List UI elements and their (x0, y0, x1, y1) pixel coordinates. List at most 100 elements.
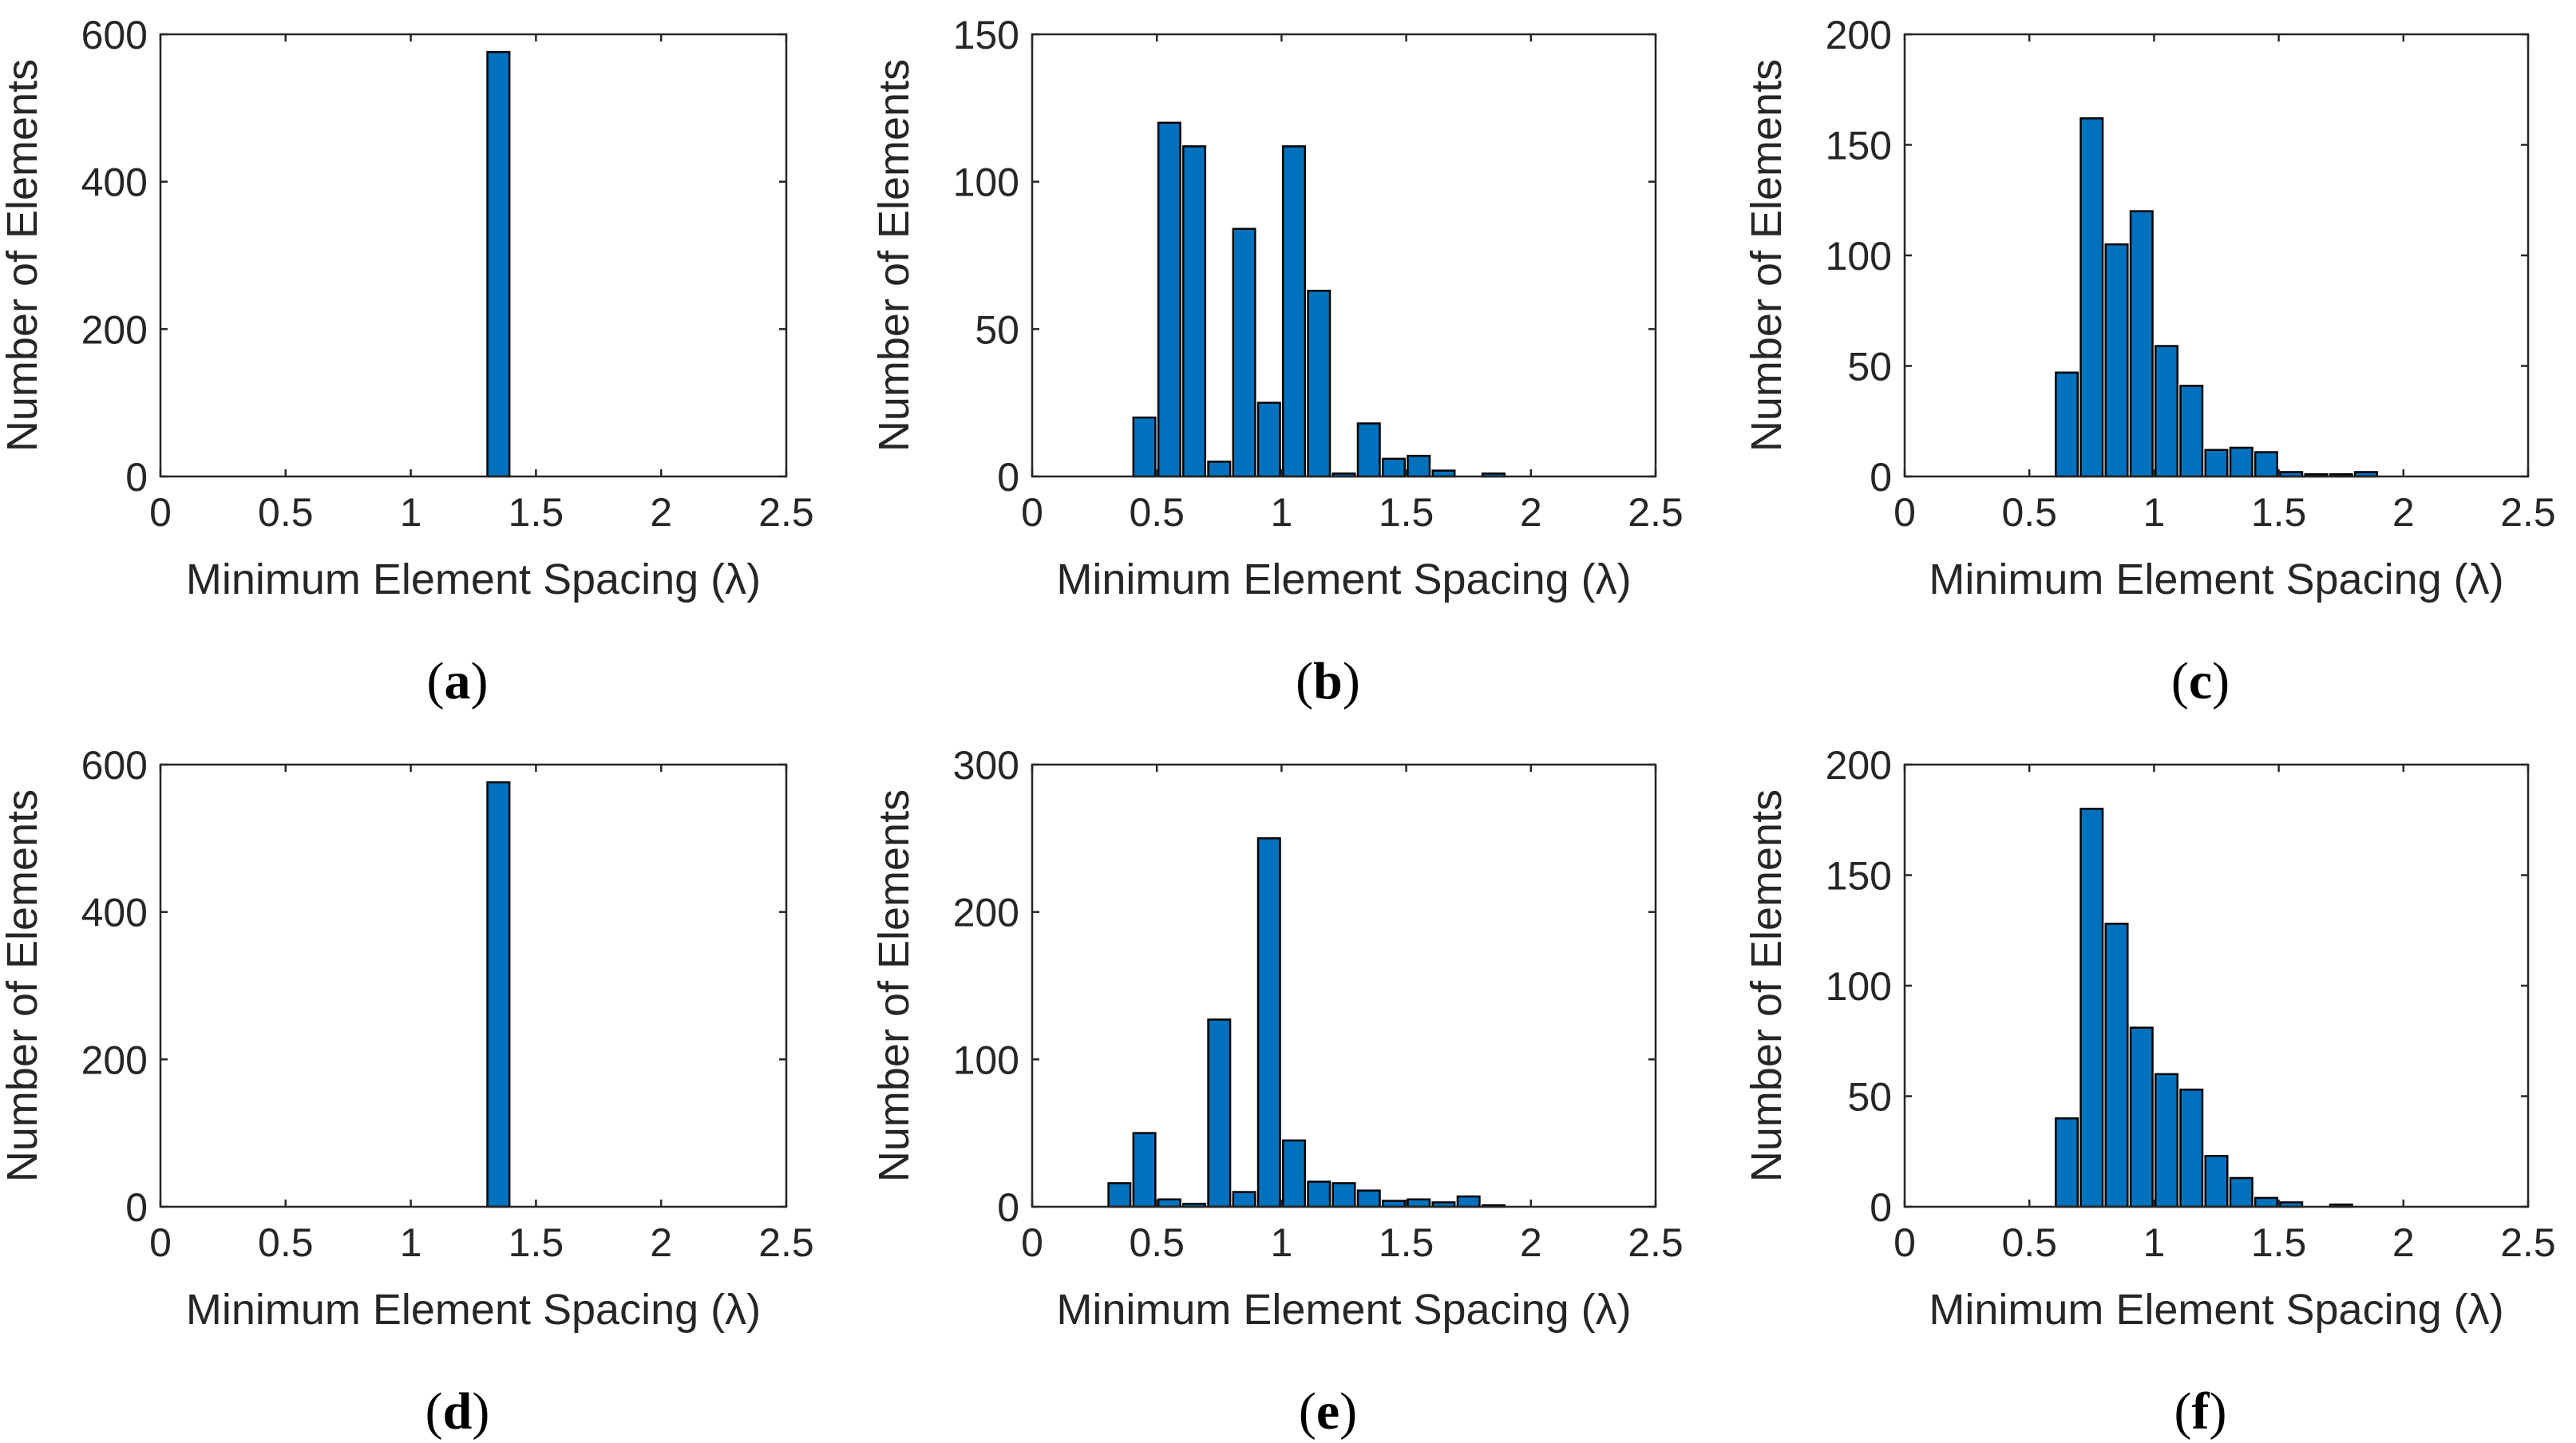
panel-caption-a: (a) (427, 652, 489, 710)
plot-frame-d (159, 763, 788, 1208)
bar-c-4 (2155, 345, 2179, 478)
caption-letter-f: f (2192, 1382, 2210, 1441)
bar-e-6 (1256, 837, 1281, 1208)
bar-e-1 (1132, 1132, 1157, 1208)
bar-e-7 (1282, 1139, 1307, 1208)
caption-paren-open: ( (1299, 1382, 1316, 1441)
panel-caption-b: (b) (1296, 652, 1360, 710)
bar-e-5 (1232, 1191, 1256, 1208)
x-tick-label-c-1: 0.5 (2001, 490, 2057, 535)
caption-paren-open: ( (425, 1382, 443, 1441)
x-tick-label-f-2: 1 (2143, 1220, 2165, 1265)
x-tick-label-e-4: 2 (1520, 1220, 1542, 1265)
bar-e-0 (1107, 1182, 1132, 1208)
x-tick-label-b-4: 2 (1520, 490, 1542, 535)
y-axis-label-b: Number of Elements (870, 59, 918, 452)
bar-c-6 (2204, 449, 2229, 478)
x-tick-label-d-5: 2.5 (758, 1220, 814, 1265)
x-tick-label-a-1: 0.5 (258, 490, 314, 535)
x-tick-label-d-0: 0 (149, 1220, 172, 1265)
caption-letter-d: d (443, 1382, 473, 1441)
x-tick-label-d-1: 0.5 (258, 1220, 314, 1265)
panel-caption-c: (c) (2171, 652, 2230, 710)
x-tick-label-b-3: 1.5 (1379, 490, 1434, 535)
bar-b-1 (1157, 121, 1181, 478)
panel-caption-e: (e) (1299, 1382, 1357, 1441)
y-tick-label-c-1: 50 (1847, 345, 1892, 389)
y-tick-label-a-2: 400 (81, 160, 148, 205)
y-tick-label-e-1: 100 (953, 1038, 1019, 1082)
panel-caption-f: (f) (2174, 1382, 2227, 1441)
x-tick-label-e-0: 0 (1021, 1220, 1043, 1265)
x-tick-label-a-3: 1.5 (508, 490, 564, 535)
x-axis-label-d: Minimum Element Spacing (λ) (186, 1286, 761, 1334)
x-tick-label-b-0: 0 (1021, 490, 1043, 535)
bar-c-3 (2129, 210, 2154, 478)
x-tick-label-c-4: 2 (2392, 490, 2415, 535)
bar-b-0 (1132, 416, 1157, 478)
bar-f-4 (2155, 1073, 2179, 1208)
y-tick-label-f-2: 100 (1826, 964, 1892, 1009)
caption-paren-close: ) (472, 1382, 489, 1441)
bar-e-8 (1307, 1180, 1332, 1208)
caption-paren-open: ( (2174, 1382, 2192, 1441)
y-tick-label-e-3: 300 (953, 743, 1019, 788)
bar-f-2 (2104, 923, 2129, 1208)
plot-frame-e (1031, 763, 1657, 1208)
bar-b-11 (1407, 454, 1431, 478)
bar-c-0 (2055, 371, 2079, 478)
x-tick-label-a-2: 1 (400, 490, 422, 535)
x-tick-label-f-0: 0 (1893, 1220, 1916, 1265)
caption-paren-close: ) (2209, 1382, 2226, 1441)
caption-paren-close: ) (2212, 652, 2230, 710)
plot-frame-b (1031, 33, 1657, 478)
bar-b-9 (1356, 422, 1381, 478)
chart-panel-a: 0 0.5 1 1.5 2 2.5 0 200 400 600 Minimum Element Sp… (0, 13, 814, 710)
y-tick-label-d-1: 200 (81, 1038, 148, 1082)
chart-panel-e: 0 0.5 1 1.5 2 2.5 0 100 200 300 Minimum Element Sp… (870, 743, 1684, 1441)
y-tick-label-d-0: 0 (125, 1185, 148, 1230)
chart-panel-c: 0 0.5 1 1.5 2 2.5 0 50 100 150 200 Minimum Element … (1743, 13, 2556, 710)
x-tick-label-b-1: 0.5 (1129, 490, 1185, 535)
y-tick-label-f-0: 0 (1870, 1185, 1892, 1230)
bar-e-2 (1157, 1198, 1181, 1208)
y-tick-label-f-1: 50 (1847, 1075, 1892, 1120)
y-tick-label-e-0: 0 (997, 1185, 1019, 1230)
x-axis-label-c: Minimum Element Spacing (λ) (1929, 555, 2503, 603)
bar-c-8 (2254, 451, 2278, 478)
bar-f-8 (2254, 1196, 2278, 1208)
y-axis-label-f: Number of Elements (1743, 789, 1791, 1182)
y-tick-label-c-3: 150 (1826, 124, 1892, 168)
bar-c-5 (2179, 385, 2204, 478)
y-tick-label-d-3: 600 (81, 743, 148, 788)
x-axis-label-a: Minimum Element Spacing (λ) (186, 555, 761, 603)
x-tick-label-e-5: 2.5 (1628, 1220, 1684, 1265)
bar-f-7 (2229, 1176, 2254, 1208)
plot-frame-c (1903, 33, 2530, 478)
y-tick-label-c-2: 100 (1826, 234, 1892, 279)
x-tick-label-d-3: 1.5 (508, 1220, 564, 1265)
x-tick-label-f-3: 1.5 (2251, 1220, 2307, 1265)
caption-letter-e: e (1316, 1382, 1339, 1441)
y-tick-label-a-3: 600 (81, 13, 148, 57)
x-tick-label-f-1: 0.5 (2001, 1220, 2057, 1265)
caption-paren-open: ( (427, 652, 445, 710)
caption-paren-close: ) (1343, 652, 1360, 710)
y-tick-label-a-1: 200 (81, 307, 148, 352)
y-tick-label-b-2: 100 (953, 160, 1019, 205)
x-tick-label-c-3: 1.5 (2251, 490, 2307, 535)
y-tick-label-d-2: 400 (81, 891, 148, 935)
bar-b-5 (1256, 401, 1281, 478)
bar-c-2 (2104, 243, 2129, 478)
bar-b-2 (1182, 145, 1207, 478)
x-tick-label-f-4: 2 (2392, 1220, 2415, 1265)
bar-f-0 (2055, 1117, 2079, 1208)
bar-e-14 (1456, 1195, 1481, 1208)
x-tick-label-d-2: 1 (400, 1220, 422, 1265)
x-tick-label-a-4: 2 (650, 490, 672, 535)
chart-panel-d: 0 0.5 1 1.5 2 2.5 0 200 400 600 Minimum Element Sp… (0, 743, 814, 1441)
bar-b-10 (1381, 457, 1406, 478)
panel-caption-d: (d) (425, 1382, 490, 1441)
x-tick-label-d-4: 2 (650, 1220, 672, 1265)
